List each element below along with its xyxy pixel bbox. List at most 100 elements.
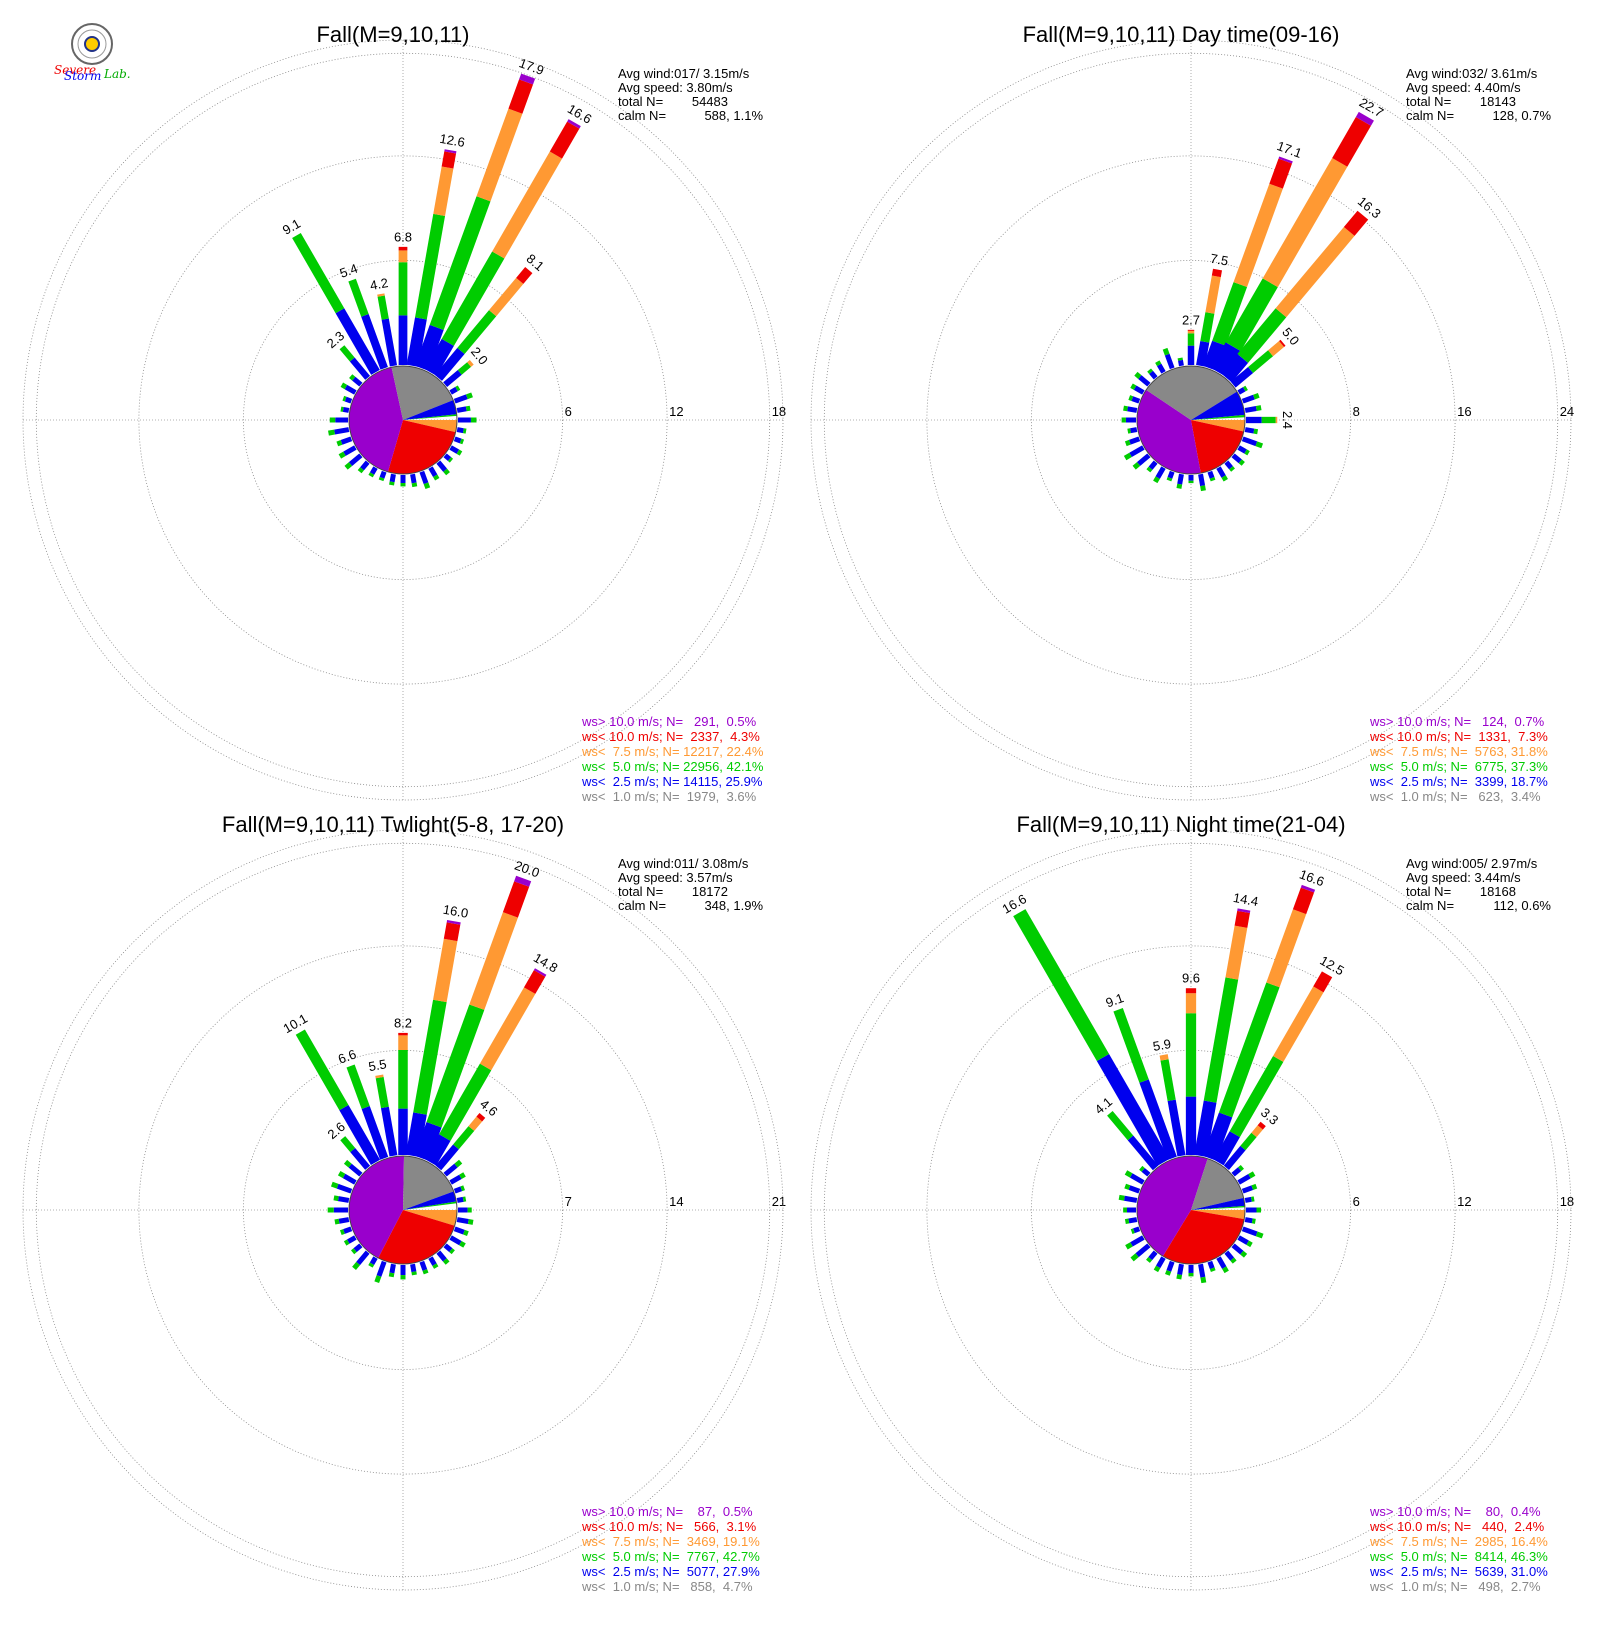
stub-bar-230-inner bbox=[1135, 1243, 1151, 1258]
pie-slice-lt1 bbox=[1146, 365, 1237, 420]
ring-1 bbox=[1031, 1050, 1352, 1371]
bar-50-lt5 bbox=[457, 362, 472, 375]
bar-50-lt2_5 bbox=[443, 370, 462, 387]
stub-bar-200-outer bbox=[374, 1275, 382, 1284]
bar-320-lt5 bbox=[1107, 1110, 1134, 1141]
pie-outline bbox=[1136, 365, 1246, 475]
bar-30-lt10 bbox=[523, 970, 546, 994]
stub-bar-220-outer bbox=[357, 467, 364, 474]
bar-20-lt5 bbox=[1218, 982, 1280, 1118]
bar-label-0: 6.8 bbox=[394, 229, 412, 244]
bar-label-350: 5.9 bbox=[1152, 1036, 1172, 1054]
stub-bar-250-outer bbox=[336, 440, 343, 447]
stub-bar-240-inner bbox=[346, 1235, 357, 1244]
stub-bar-230-inner bbox=[1136, 453, 1151, 466]
stub-bar-280-outer bbox=[1123, 405, 1128, 412]
bar-20-lt10 bbox=[508, 79, 534, 114]
bar-40-lt7_5 bbox=[1251, 1125, 1263, 1138]
stub-bar-130-inner bbox=[1231, 453, 1242, 464]
stub-bar-310-outer bbox=[1134, 371, 1142, 379]
bar-20-lt10 bbox=[502, 881, 530, 918]
pie-slice-lt10 bbox=[1162, 1210, 1245, 1265]
legend-gt10: ws> 10.0 m/s; N= 87, 0.5% bbox=[581, 1504, 753, 1519]
stub-bar-110-outer bbox=[1255, 441, 1264, 449]
bar-10-lt2_5 bbox=[1194, 1100, 1217, 1157]
bar-10-lt10 bbox=[1234, 910, 1250, 928]
stub-bar-100-outer bbox=[1251, 1218, 1256, 1224]
ring-1 bbox=[242, 259, 564, 581]
stub-bar-240-outer bbox=[1125, 1242, 1133, 1250]
pie-slice-gt10 bbox=[1137, 1155, 1208, 1257]
stub-bar-100-inner bbox=[1244, 1217, 1253, 1224]
stub-bar-300-outer bbox=[340, 382, 348, 390]
stub-bar-120-inner bbox=[1237, 1235, 1249, 1245]
stub-bar-220-inner bbox=[356, 1250, 370, 1266]
stub-bar-120-inner bbox=[449, 1235, 462, 1246]
stub-bar-70-inner bbox=[453, 394, 468, 404]
bar-20-gt10 bbox=[1300, 884, 1316, 893]
stub-bar-160-outer bbox=[422, 1269, 429, 1275]
ring-outer bbox=[22, 39, 784, 801]
ring-label-2: 12 bbox=[669, 404, 683, 419]
bar-30-gt10 bbox=[567, 119, 581, 129]
stub-bar-230-outer bbox=[350, 1248, 357, 1255]
stub-bar-80-outer bbox=[465, 405, 471, 412]
legend-lt1: ws< 1.0 m/s; N= 858, 4.7% bbox=[581, 1579, 753, 1594]
stub-bar-190-inner bbox=[1177, 473, 1184, 485]
stub-bar-220-inner bbox=[360, 460, 370, 471]
stub-bar-290-outer bbox=[1128, 395, 1134, 401]
legend-lt5: ws< 5.0 m/s; N= 6775, 37.3% bbox=[1369, 759, 1548, 774]
bar-40-lt5 bbox=[453, 1126, 475, 1150]
ring-2 bbox=[926, 945, 1456, 1475]
total-value: 54483 bbox=[692, 94, 728, 109]
stub-bar-170-inner bbox=[1198, 1263, 1206, 1278]
legend-lt1: ws< 1.0 m/s; N= 623, 3.4% bbox=[1369, 789, 1541, 804]
bar-label-10: 16.0 bbox=[442, 902, 470, 921]
pie-slice-lt7_5 bbox=[1191, 1210, 1245, 1220]
bar-10-lt5 bbox=[415, 213, 446, 320]
stub-bar-310-outer bbox=[349, 374, 356, 381]
legend-lt10: ws< 10.0 m/s; N= 1331, 7.3% bbox=[1369, 729, 1548, 744]
stub-bar-140-outer bbox=[442, 1258, 450, 1265]
ring-label-1: 6 bbox=[565, 404, 572, 419]
bar-10-lt2_5 bbox=[405, 1112, 427, 1158]
stub-bar-210-inner bbox=[1155, 1256, 1166, 1269]
stub-bar-200-outer bbox=[1165, 1270, 1172, 1276]
stub-bar-250-inner bbox=[340, 436, 353, 445]
pie-slice-lt1 bbox=[391, 366, 454, 420]
stub-bar-160-inner bbox=[419, 470, 429, 485]
stub-bar-170-outer bbox=[1200, 1276, 1207, 1284]
bar-10-lt5 bbox=[1203, 977, 1239, 1103]
stub-bar-160-outer bbox=[1209, 477, 1216, 482]
stub-bar-200-outer bbox=[1166, 477, 1173, 482]
stub-bar-300-inner bbox=[342, 1173, 357, 1185]
legend-lt5: ws< 5.0 m/s; N= 8414, 46.3% bbox=[1369, 1549, 1548, 1564]
bar-label-350: 5.5 bbox=[367, 1056, 387, 1074]
stub-bar-130-outer bbox=[1240, 1250, 1248, 1258]
stub-bar-110-inner bbox=[1241, 1226, 1258, 1237]
legend-gt10: ws> 10.0 m/s; N= 291, 0.5% bbox=[581, 714, 757, 729]
bar-350-lt2_5 bbox=[380, 1106, 398, 1157]
stub-bar-110-outer bbox=[459, 438, 465, 445]
ring-label-1: 7 bbox=[565, 1194, 572, 1209]
bar-20-lt7_5 bbox=[469, 912, 518, 1010]
stub-bar-120-inner bbox=[1237, 445, 1247, 454]
pie-slice-lt2_5 bbox=[1191, 391, 1245, 420]
stub-bar-240-inner bbox=[1129, 445, 1145, 458]
stub-bar-300-outer bbox=[337, 1170, 346, 1179]
avg-speed: Avg speed: 3.80m/s bbox=[618, 80, 733, 95]
stub-bar-210-inner bbox=[369, 1256, 378, 1265]
bar-40-lt5 bbox=[1240, 1132, 1257, 1151]
stub-bar-50-inner bbox=[443, 1163, 458, 1177]
stub-bar-150-outer bbox=[433, 474, 440, 481]
bar-330-lt5 bbox=[1013, 909, 1110, 1062]
panel-title: Fall(M=9,10,11) Day time(09-16) bbox=[1023, 22, 1340, 47]
total-value: 18143 bbox=[1480, 94, 1516, 109]
stub-bar-300-inner bbox=[1129, 1173, 1145, 1185]
stub-bar-350-inner bbox=[1178, 359, 1184, 367]
stub-bar-240-outer bbox=[343, 1239, 350, 1246]
bar-label-0: 8.2 bbox=[394, 1015, 412, 1030]
stub-bar-290-inner bbox=[1128, 1185, 1141, 1194]
bar-10-lt10 bbox=[1211, 268, 1223, 278]
bar-40-lt2_5 bbox=[434, 347, 465, 381]
